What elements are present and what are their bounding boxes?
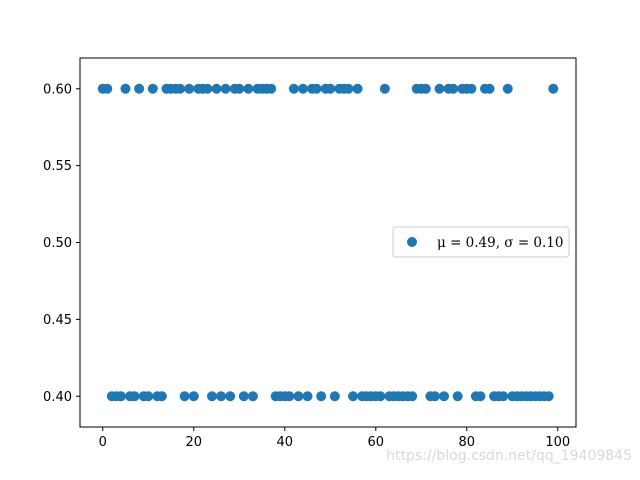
data-point bbox=[352, 83, 363, 94]
y-tick-label: 0.50 bbox=[43, 236, 72, 251]
data-point bbox=[379, 83, 390, 94]
data-point bbox=[548, 83, 559, 94]
y-tick-label: 0.45 bbox=[43, 313, 72, 328]
x-tick-label: 40 bbox=[276, 435, 293, 450]
data-point bbox=[188, 391, 199, 402]
data-point bbox=[329, 391, 340, 402]
data-point bbox=[179, 391, 190, 402]
data-point bbox=[247, 391, 258, 402]
data-point bbox=[216, 391, 227, 402]
x-tick-label: 80 bbox=[459, 435, 476, 450]
data-point bbox=[129, 391, 140, 402]
data-point bbox=[466, 83, 477, 94]
data-point bbox=[434, 83, 445, 94]
data-point bbox=[407, 391, 418, 402]
legend: μ = 0.49, σ = 0.10 bbox=[392, 226, 570, 258]
data-point bbox=[498, 391, 509, 402]
data-point bbox=[120, 83, 131, 94]
data-point bbox=[316, 391, 327, 402]
data-point bbox=[184, 83, 195, 94]
legend-box bbox=[392, 226, 570, 258]
data-point bbox=[266, 83, 277, 94]
y-tick-label: 0.55 bbox=[43, 159, 72, 174]
data-point bbox=[175, 83, 186, 94]
data-point bbox=[202, 83, 213, 94]
data-point bbox=[325, 83, 336, 94]
data-point bbox=[448, 83, 459, 94]
data-point bbox=[343, 83, 354, 94]
data-point bbox=[348, 391, 359, 402]
data-point bbox=[375, 391, 386, 402]
data-point bbox=[439, 391, 450, 402]
x-tick-label: 60 bbox=[368, 435, 385, 450]
data-point bbox=[452, 391, 463, 402]
data-point bbox=[311, 83, 322, 94]
data-point bbox=[420, 83, 431, 94]
y-tick-label: 0.40 bbox=[43, 390, 72, 405]
data-point bbox=[302, 391, 313, 402]
legend-marker bbox=[407, 237, 417, 247]
plot-frame bbox=[79, 57, 577, 428]
data-point bbox=[543, 391, 554, 402]
axis-ticks: 0 20 40 60 80 100 0.40 0.45 0.50 0.55 0.60 bbox=[43, 82, 570, 450]
data-point bbox=[143, 391, 154, 402]
data-point bbox=[211, 83, 222, 94]
data-point bbox=[220, 83, 231, 94]
data-point bbox=[225, 391, 236, 402]
data-point bbox=[156, 391, 167, 402]
data-point bbox=[284, 391, 295, 402]
data-point bbox=[234, 83, 245, 94]
data-point bbox=[134, 83, 145, 94]
data-point bbox=[115, 391, 126, 402]
x-tick-label: 20 bbox=[185, 435, 202, 450]
data-point bbox=[243, 83, 254, 94]
data-point bbox=[475, 391, 486, 402]
data-point bbox=[238, 391, 249, 402]
data-point bbox=[206, 391, 217, 402]
data-point bbox=[288, 83, 299, 94]
data-points bbox=[97, 83, 559, 402]
data-point bbox=[102, 83, 113, 94]
data-point bbox=[429, 391, 440, 402]
data-point bbox=[484, 83, 495, 94]
watermark-text: https://blog.csdn.net/qq_19409845 bbox=[386, 448, 632, 464]
data-point bbox=[297, 83, 308, 94]
legend-label: μ = 0.49, σ = 0.10 bbox=[437, 235, 563, 251]
x-tick-label: 0 bbox=[99, 435, 107, 450]
data-point bbox=[502, 83, 513, 94]
y-tick-label: 0.60 bbox=[43, 82, 72, 97]
data-point bbox=[293, 391, 304, 402]
data-point bbox=[147, 83, 158, 94]
x-tick-label: 100 bbox=[545, 435, 570, 450]
